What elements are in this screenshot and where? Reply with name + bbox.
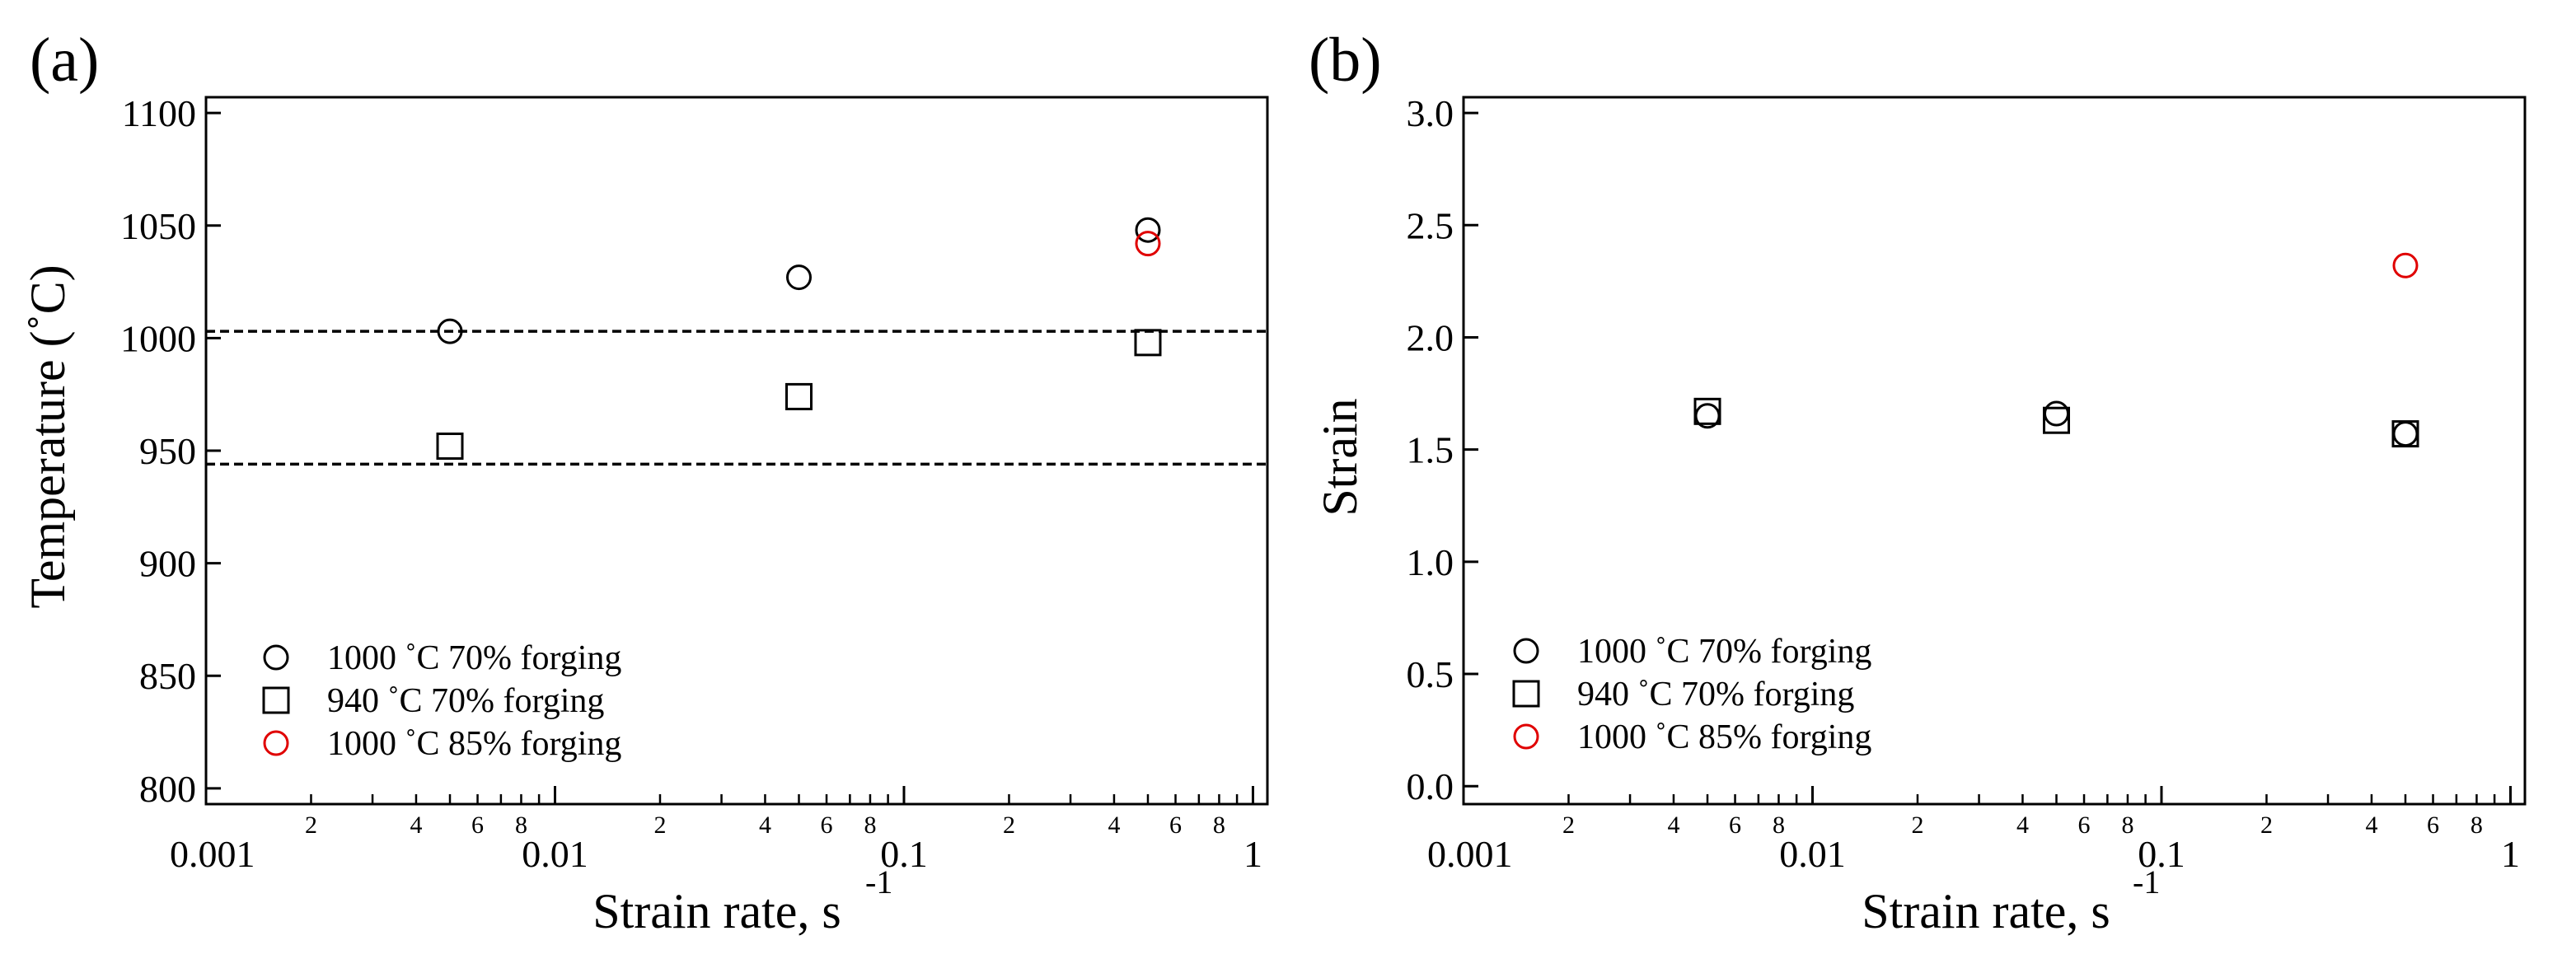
- data-point-circle: [2043, 400, 2069, 427]
- x-minor-tick-label: 2: [1003, 812, 1015, 839]
- legend-label: 940 ˚C 70% forging: [327, 682, 604, 720]
- x-tick-label: 1: [2501, 833, 2520, 875]
- y-axis-label: Strain: [1313, 398, 1367, 516]
- x-tick-label: 0.001: [1427, 833, 1513, 875]
- y-tick-label: 0.0: [1407, 765, 1454, 807]
- legend-marker-circle: [1513, 723, 1539, 750]
- legend: 1000 ˚C 70% forging 940 ˚C 70% forging 100…: [1512, 633, 1871, 756]
- series-1: [437, 217, 1161, 344]
- y-tick-label: 950: [139, 430, 196, 472]
- x-minor-tick-label: 6: [2078, 812, 2091, 839]
- legend-label: 1000 ˚C 70% forging: [327, 639, 621, 677]
- y-tick-label: 1.5: [1407, 429, 1454, 471]
- legend-marker-circle: [263, 730, 289, 756]
- x-minor-tick-label: 4: [1108, 812, 1120, 839]
- x-minor-tick-label: 4: [2016, 812, 2029, 839]
- legend: 1000 ˚C 70% forging 940 ˚C 70% forging 100…: [262, 639, 621, 763]
- y-tick-label: 1100: [122, 92, 196, 134]
- series-2: [436, 329, 1162, 461]
- x-minor-tick-label: 2: [1911, 812, 1923, 839]
- x-minor-tick-label: 8: [2121, 812, 2133, 839]
- x-minor-tick-label: 4: [2365, 812, 2377, 839]
- x-tick-label: 0.001: [170, 833, 255, 875]
- series-3: [1135, 231, 1161, 257]
- legend-label: 940 ˚C 70% forging: [1577, 676, 1854, 713]
- data-point-circle: [2392, 421, 2419, 447]
- y-tick-label: 3.0: [1407, 92, 1454, 134]
- y-tick-label: 2.5: [1407, 204, 1454, 246]
- x-minor-tick-label: 2: [1562, 812, 1575, 839]
- x-tick-label: 1: [1244, 833, 1262, 875]
- x-minor-tick-label: 6: [1169, 812, 1182, 839]
- x-minor-tick-label: 4: [1667, 812, 1679, 839]
- data-point-square: [2391, 420, 2419, 448]
- x-axis-label-superscript: -1: [865, 863, 892, 900]
- panel-label: (b): [1309, 26, 1382, 95]
- x-axis-label: Strain rate, s: [1862, 884, 2110, 938]
- legend-marker-circle: [1513, 638, 1539, 664]
- x-tick-label: 0.01: [1779, 833, 1846, 875]
- panel-b: (b) 0.0 0.5 1.0 1.5 2.0 2.5 3.0 0.001 0.01 0.1 1 2 4 6…: [1309, 26, 2527, 938]
- data-point-circle: [1135, 217, 1161, 243]
- data-point-square: [1134, 329, 1162, 357]
- y-tick-label: 2.0: [1407, 316, 1454, 358]
- data-point-circle: [437, 318, 463, 344]
- x-tick-label: 0.1: [880, 833, 928, 875]
- legend-marker-square: [1512, 680, 1540, 708]
- x-tick-label: 0.1: [2138, 833, 2185, 875]
- series-2: [1693, 397, 2419, 448]
- x-minor-tick-label: 8: [1773, 812, 1785, 839]
- data-point-circle: [2392, 252, 2419, 278]
- x-tick-label: 0.01: [522, 833, 588, 875]
- y-tick-label: 900: [139, 543, 196, 585]
- legend-label: 1000 ˚C 85% forging: [327, 725, 621, 763]
- legend-marker-square: [262, 686, 290, 714]
- y-tick-label: 1.0: [1407, 541, 1454, 583]
- legend-label: 1000 ˚C 70% forging: [1577, 633, 1871, 671]
- x-minor-tick-label: 6: [821, 812, 833, 839]
- data-point-circle: [1135, 231, 1161, 257]
- x-minor-tick-label: 8: [2471, 812, 2483, 839]
- x-minor-tick-label: 6: [2427, 812, 2439, 839]
- x-minor-tick-label: 2: [305, 812, 317, 839]
- y-tick-label: 800: [139, 768, 196, 810]
- x-axis-label-superscript: -1: [2133, 863, 2160, 900]
- x-axis-label: Strain rate, s: [592, 884, 841, 938]
- x-minor-tick-label: 4: [410, 812, 422, 839]
- data-point-square: [1693, 397, 1721, 425]
- panel-a: (a) 800 850 900 950 1000 1050 1100 0.001 0.01 0.1 1…: [21, 26, 1269, 938]
- x-minor-tick-label: 2: [653, 812, 666, 839]
- panel-label: (a): [30, 26, 99, 95]
- x-minor-tick-label: 6: [1729, 812, 1741, 839]
- y-tick-label: 1000: [120, 317, 196, 359]
- y-tick-label: 850: [139, 655, 196, 697]
- legend-marker-circle: [263, 644, 289, 671]
- x-minor-tick-label: 8: [515, 812, 527, 839]
- series-3: [2392, 252, 2419, 278]
- x-minor-tick-label: 6: [471, 812, 484, 839]
- x-minor-tick-label: 2: [2260, 812, 2273, 839]
- data-point-square: [436, 433, 464, 461]
- data-point-circle: [785, 264, 812, 291]
- y-tick-label: 0.5: [1407, 653, 1454, 695]
- legend-label: 1000 ˚C 85% forging: [1577, 718, 1871, 756]
- y-axis-label: Temperature (˚C): [21, 264, 75, 608]
- x-minor-tick-label: 8: [864, 812, 876, 839]
- data-point-square: [2042, 406, 2070, 434]
- data-point-square: [785, 382, 813, 410]
- x-minor-tick-label: 4: [759, 812, 771, 839]
- x-minor-tick-label: 8: [1213, 812, 1225, 839]
- y-tick-label: 1050: [120, 205, 196, 247]
